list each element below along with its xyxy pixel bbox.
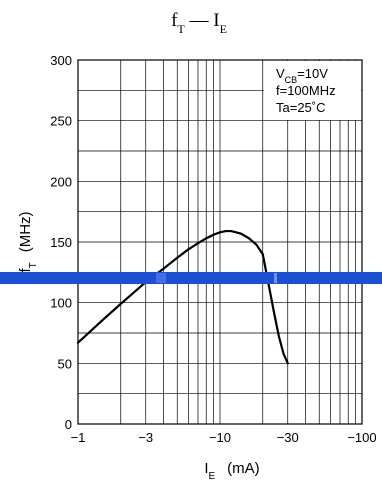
x-tick-labels: −1 −3 −10 −30 −100 bbox=[71, 430, 377, 445]
y-tick-label: 100 bbox=[50, 296, 72, 311]
x-tick-label: −100 bbox=[347, 430, 376, 445]
x-tick-label: −3 bbox=[138, 430, 153, 445]
highlight-band bbox=[0, 272, 382, 284]
x-axis-label: IE (mA) bbox=[204, 460, 259, 481]
x-tick-label: −10 bbox=[209, 430, 231, 445]
y-tick-label: 200 bbox=[50, 174, 72, 189]
y-tick-label: 300 bbox=[50, 53, 72, 68]
chart-title: fT — IE bbox=[171, 10, 227, 36]
ft-curve bbox=[76, 229, 289, 365]
annotation-vcb: VCB=10V bbox=[276, 66, 328, 85]
conditions-annotation: VCB=10V f=100MHz Ta=25˚C bbox=[264, 61, 361, 120]
y-axis-label: fT(MHz) bbox=[17, 211, 39, 272]
highlight-mark-left bbox=[156, 273, 166, 283]
annotation-frequency: f=100MHz bbox=[276, 83, 336, 98]
x-tick-label: −30 bbox=[277, 430, 299, 445]
annotation-box bbox=[264, 61, 361, 120]
y-tick-label: 0 bbox=[65, 417, 72, 432]
plot-frame bbox=[77, 59, 363, 425]
y-tick-label: 50 bbox=[58, 356, 72, 371]
y-tick-label: 150 bbox=[50, 235, 72, 250]
y-tick-label: 250 bbox=[50, 114, 72, 129]
annotation-temperature: Ta=25˚C bbox=[276, 100, 326, 115]
y-tick-labels: 0 50 100 150 200 250 300 bbox=[50, 53, 72, 432]
x-tick-label: −1 bbox=[71, 430, 86, 445]
highlight-mark-right bbox=[274, 273, 277, 283]
